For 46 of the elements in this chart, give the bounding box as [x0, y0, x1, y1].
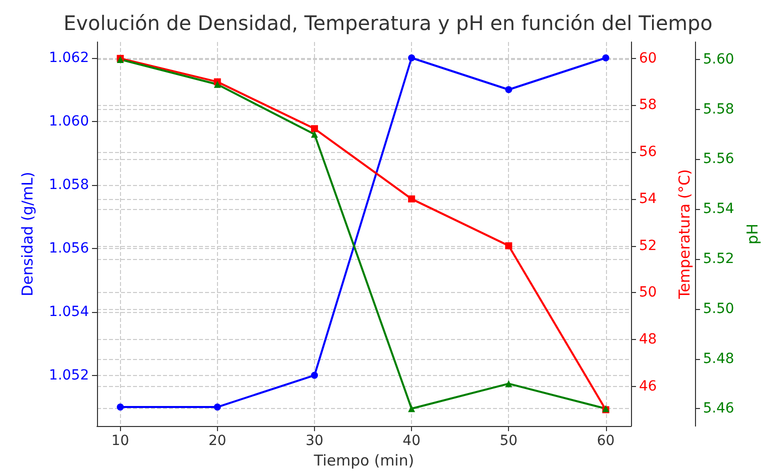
- x-tick-label: 30: [306, 433, 324, 450]
- point: [408, 405, 416, 412]
- y3-tick-label: 5.56: [703, 151, 734, 168]
- y2-tick-label: 46: [639, 378, 657, 394]
- y-tick-label: 1.052: [48, 367, 89, 384]
- y2-tick-label: 54: [639, 190, 657, 207]
- chart-title: Evolución de Densidad, Temperatura y pH en función del Tiempo: [64, 11, 712, 35]
- y3-tick-label: 5.54: [703, 201, 734, 218]
- y2-tick-label: 60: [639, 50, 657, 66]
- point: [116, 404, 124, 411]
- point: [408, 195, 416, 202]
- y3-tick-label: 5.58: [703, 101, 734, 118]
- y-axis-title: Densidad (g/mL): [18, 172, 36, 296]
- y3-tick-label: 5.60: [703, 51, 734, 68]
- point: [310, 125, 318, 132]
- y-tick-label: 1.056: [48, 240, 90, 256]
- y3-tick-label: 5.48: [703, 350, 734, 367]
- y-tick-label: 1.058: [48, 176, 89, 193]
- y3-axis-title: pH: [744, 224, 762, 244]
- y3-tick-label: 5.50: [703, 300, 734, 317]
- y-tick-label: 1.062: [48, 50, 89, 66]
- x-tick-label: 50: [500, 433, 518, 450]
- y3-tick-label: 5.46: [703, 400, 734, 417]
- y2-tick-label: 58: [639, 97, 657, 114]
- point: [214, 80, 221, 88]
- y2-tick-label: 56: [639, 144, 657, 160]
- x-tick-label: 40: [402, 433, 420, 450]
- x-tick-label: 60: [596, 433, 615, 450]
- point: [505, 86, 512, 94]
- point: [408, 54, 416, 62]
- point: [310, 130, 318, 138]
- point: [214, 404, 221, 411]
- point: [505, 380, 512, 388]
- y2-tick-label: 48: [639, 331, 657, 348]
- y2-axis-title: Temperatura (°C): [676, 169, 694, 300]
- y-tick-label: 1.060: [48, 113, 89, 130]
- y-tick-label: 1.054: [48, 304, 90, 320]
- x-axis-title: Tiempo (min): [312, 452, 414, 470]
- x-tick-label: 10: [111, 433, 130, 450]
- point: [310, 372, 318, 379]
- y2-tick-label: 50: [639, 284, 657, 301]
- x-tick-label: 20: [208, 433, 226, 450]
- y2-tick-label: 52: [639, 238, 657, 254]
- y3-tick-label: 5.52: [703, 250, 734, 267]
- point: [505, 242, 512, 250]
- point: [602, 54, 610, 62]
